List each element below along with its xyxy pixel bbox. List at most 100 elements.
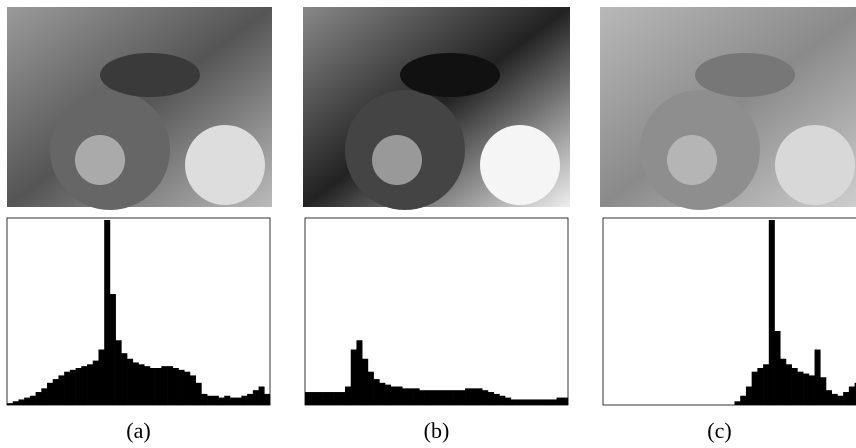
histogram-bar: [476, 388, 483, 405]
histogram-bar: [92, 360, 99, 405]
histogram-bar: [745, 386, 752, 405]
histogram-bar: [407, 388, 414, 405]
histogram-bar: [87, 364, 94, 405]
histogram-bar: [734, 401, 741, 405]
histogram-bar: [527, 399, 534, 405]
histogram-bar: [774, 331, 781, 405]
histogram-bar: [510, 399, 517, 405]
histogram-bar: [379, 382, 386, 405]
histogram-bar: [390, 386, 397, 405]
histogram-bar: [367, 371, 374, 405]
histogram-bar: [768, 220, 775, 405]
histogram-bar: [264, 393, 271, 405]
histogram-bar: [58, 375, 65, 405]
histogram-bar: [442, 390, 449, 405]
histogram-bar: [419, 390, 426, 405]
histogram-bar: [843, 392, 850, 405]
photo-a: [7, 7, 272, 210]
panel-label: (c): [707, 418, 731, 443]
histogram-bar: [430, 390, 437, 405]
histogram-bar: [69, 369, 76, 405]
histogram-bar: [453, 390, 460, 405]
histogram-bar: [333, 392, 340, 405]
histogram-bar: [447, 390, 454, 405]
histogram-bar: [7, 403, 14, 405]
histogram-bar: [482, 390, 489, 405]
histogram-bar: [797, 371, 804, 405]
histogram-bar: [487, 392, 494, 405]
histogram-bar: [808, 375, 815, 405]
histogram-bar: [252, 390, 259, 405]
histogram-bar: [791, 368, 798, 405]
histogram-bar: [258, 386, 265, 405]
histogram-bar: [493, 393, 500, 405]
histogram-bar: [385, 384, 392, 405]
histogram-bar: [81, 366, 88, 405]
histogram-bar: [172, 368, 179, 405]
histogram-bar: [522, 399, 529, 405]
histogram-bar: [212, 395, 219, 405]
histogram-bar: [562, 397, 569, 405]
histogram-bar: [189, 375, 196, 405]
histogram-bar: [322, 392, 329, 405]
histogram-bar: [161, 366, 168, 405]
histogram-bar: [12, 401, 19, 405]
histogram-bar: [825, 390, 832, 405]
histogram-bar: [814, 349, 821, 405]
histogram-bar: [436, 390, 443, 405]
histogram-bar: [751, 371, 758, 405]
histogram-bar: [24, 397, 31, 405]
histogram-bar: [848, 386, 855, 405]
histogram-bar: [362, 358, 369, 405]
histogram-bar: [29, 395, 36, 405]
histogram-bar: [247, 393, 254, 405]
histogram-bar: [75, 368, 82, 405]
histogram-bar: [41, 388, 48, 405]
histogram-bar: [241, 395, 248, 405]
histogram-bar: [837, 395, 844, 405]
histogram-bar: [138, 364, 145, 405]
histogram-bar: [757, 368, 764, 405]
photo-c: [600, 7, 856, 210]
histogram-bar: [235, 397, 242, 405]
histogram-bar: [780, 358, 787, 405]
histogram-bar: [373, 379, 380, 405]
histogram-bar: [35, 392, 42, 405]
histogram-bar: [545, 399, 552, 405]
histogram-bar: [854, 382, 856, 405]
histogram-bar: [64, 371, 71, 405]
histogram-bar: [831, 393, 838, 405]
histogram-bar: [305, 392, 312, 405]
histogram-bar: [327, 392, 334, 405]
histogram-bar: [132, 362, 139, 405]
histogram-bar: [465, 388, 472, 405]
histogram-bar: [350, 349, 357, 405]
histogram-bar: [499, 395, 506, 405]
histogram-bar: [195, 382, 202, 405]
histogram-bar: [339, 392, 346, 405]
panel-label: (a): [126, 418, 150, 443]
histogram-bar: [345, 386, 352, 405]
histogram-bar: [396, 386, 403, 405]
histogram-bar: [803, 373, 810, 405]
histogram-bar: [127, 358, 134, 405]
histogram-bar: [104, 220, 111, 405]
histogram-bar: [144, 366, 151, 405]
histogram-bar: [785, 364, 792, 405]
histogram-bar: [550, 399, 557, 405]
histogram-bar: [178, 369, 185, 405]
histogram-bar: [505, 397, 512, 405]
histogram-bar: [98, 349, 105, 405]
histogram-bar: [425, 390, 432, 405]
photo-b: [303, 7, 570, 210]
histogram-frame: [304, 217, 569, 406]
histogram-bar: [207, 395, 214, 405]
panel-label: (b): [424, 418, 450, 443]
histogram-bar: [184, 371, 191, 405]
histogram-bar: [763, 364, 770, 405]
histogram-bar: [516, 399, 523, 405]
histogram-bar: [533, 399, 540, 405]
histogram-bar: [459, 390, 466, 405]
